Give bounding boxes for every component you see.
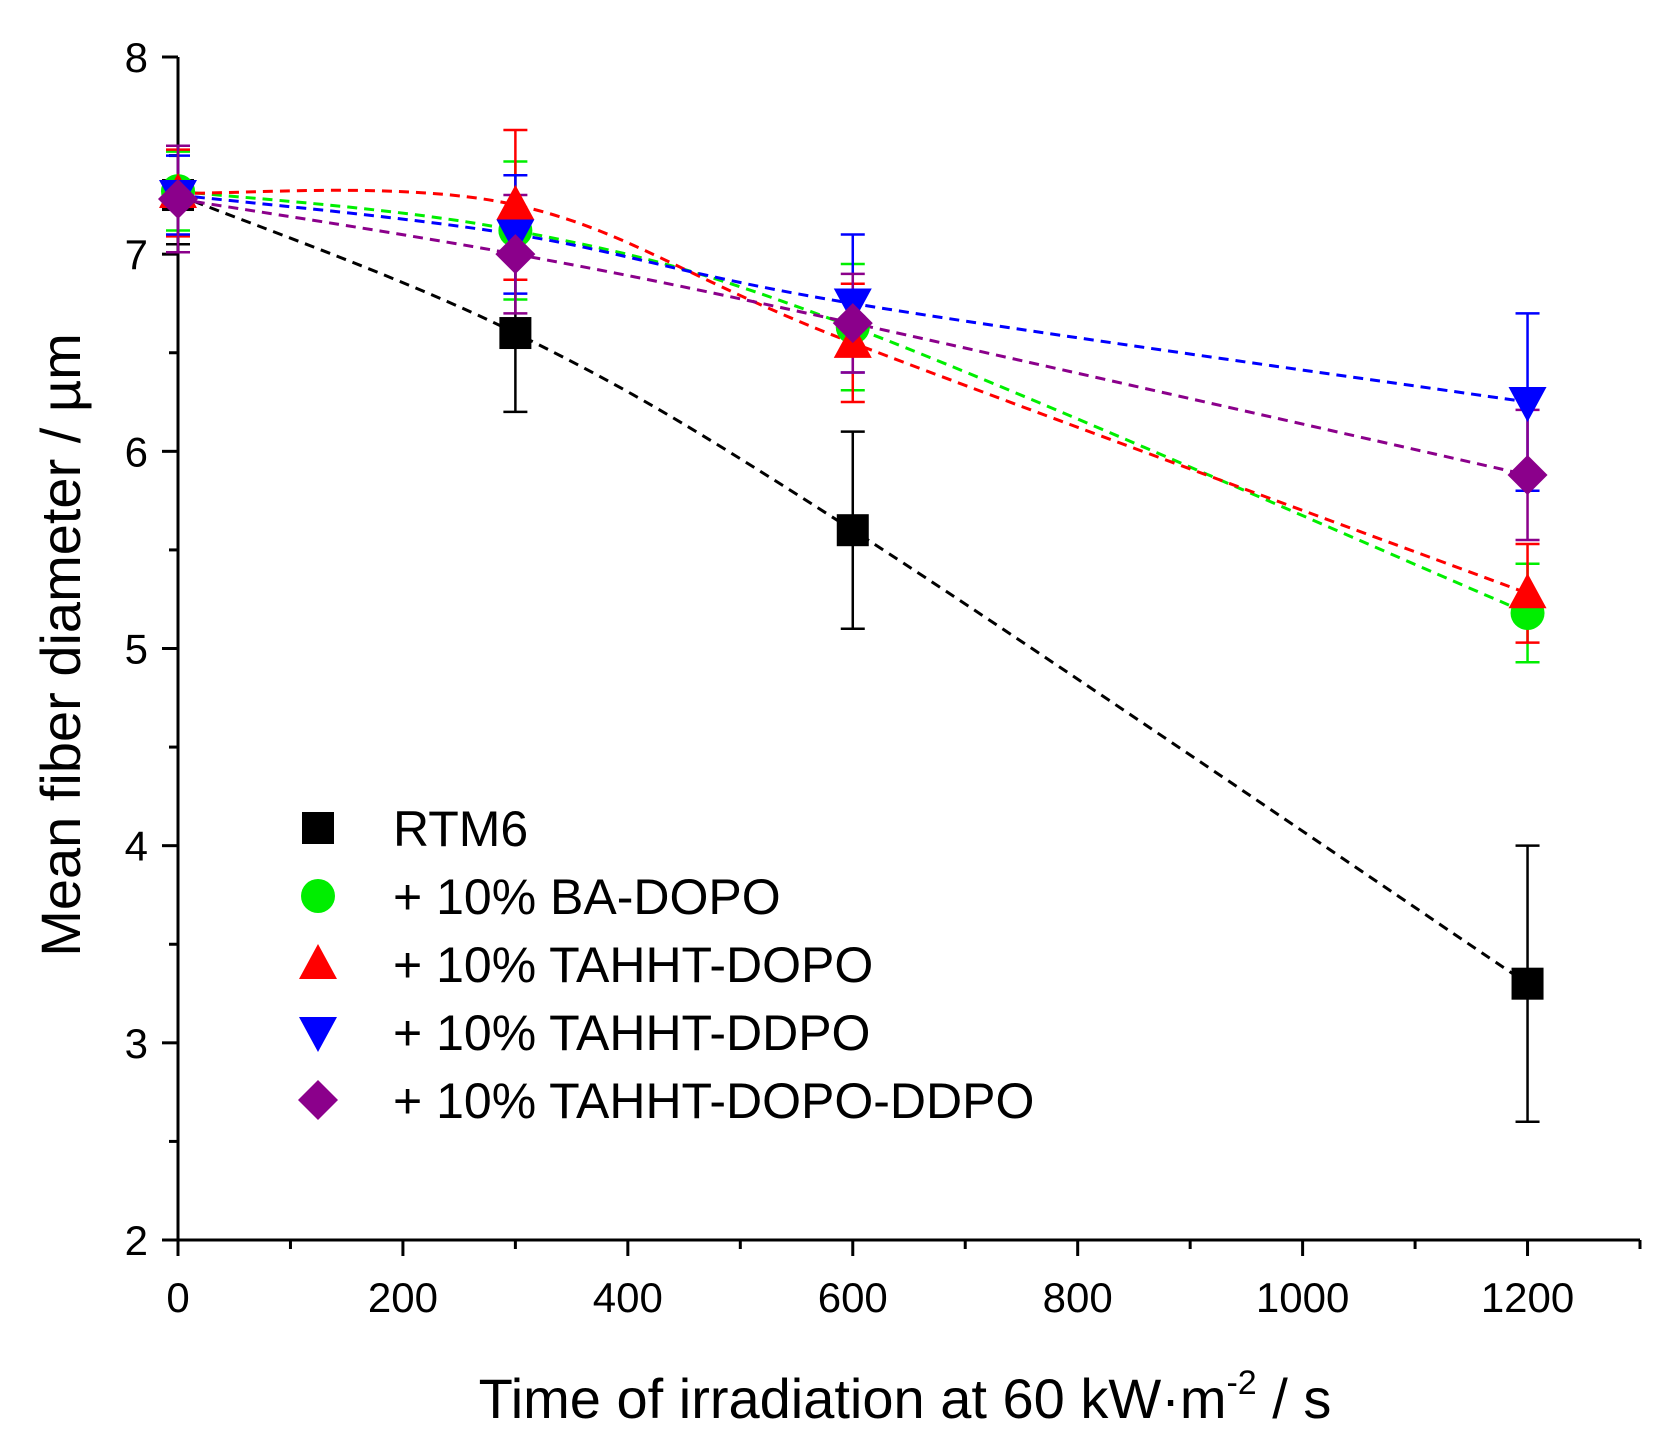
legend: RTM6 + 10% BA-DOPO + 10% TAHHT-DOPO + 10% T… bbox=[298, 801, 1034, 1129]
y-tick-label: 6 bbox=[125, 428, 148, 475]
legend-marker bbox=[299, 944, 337, 979]
trend-line bbox=[177, 193, 1529, 985]
x-tick-label: 1000 bbox=[1256, 1274, 1349, 1321]
legend-marker bbox=[302, 812, 334, 844]
x-tick-label: 0 bbox=[166, 1274, 189, 1321]
data-point bbox=[495, 234, 536, 275]
data-point bbox=[836, 514, 869, 547]
legend-marker bbox=[299, 1017, 337, 1052]
trend-line bbox=[177, 188, 1529, 595]
legend-marker bbox=[301, 879, 335, 913]
data-point bbox=[158, 178, 198, 219]
x-axis-title-superscript: -2 bbox=[1226, 1364, 1256, 1402]
y-axis-title: Mean fiber diameter / µm bbox=[29, 333, 92, 957]
trend-lines bbox=[177, 188, 1529, 985]
legend-item: + 10% BA-DOPO bbox=[301, 869, 781, 925]
y-tick-label: 7 bbox=[125, 231, 148, 278]
data-point bbox=[496, 184, 535, 220]
trend-line bbox=[177, 193, 1528, 404]
data-point bbox=[1507, 454, 1548, 495]
axes: 0 200 400 600 800 1000 1200 2 3 4 5 6 7 8 bbox=[125, 34, 1642, 1321]
legend-label: + 10% TAHHT-DOPO-DDPO bbox=[393, 1073, 1034, 1129]
legend-item: RTM6 bbox=[302, 801, 528, 857]
x-axis-title: Time of irradiation at 60 kW·m-2 / s bbox=[479, 1364, 1332, 1430]
x-axis-title-main: Time of irradiation at 60 kW·m bbox=[479, 1367, 1227, 1430]
y-tick-label: 2 bbox=[125, 1217, 148, 1264]
x-tick-label: 1200 bbox=[1481, 1274, 1574, 1321]
markers bbox=[158, 173, 1548, 1000]
x-axis-title-suffix: / s bbox=[1257, 1367, 1332, 1430]
data-point bbox=[1508, 387, 1547, 423]
x-tick-label: 400 bbox=[593, 1274, 663, 1321]
legend-marker bbox=[298, 1080, 338, 1120]
data-point bbox=[1508, 573, 1547, 609]
legend-label: + 10% TAHHT-DOPO bbox=[393, 937, 873, 993]
trend-line bbox=[177, 189, 1529, 615]
data-point bbox=[1511, 967, 1544, 1000]
y-tick-label: 3 bbox=[125, 1020, 148, 1067]
legend-label: + 10% TAHHT-DDPO bbox=[393, 1005, 870, 1061]
x-tick-label: 200 bbox=[368, 1274, 438, 1321]
legend-label: + 10% BA-DOPO bbox=[393, 869, 781, 925]
legend-item: + 10% TAHHT-DOPO-DDPO bbox=[298, 1073, 1034, 1129]
y-tick-label: 4 bbox=[125, 823, 148, 870]
x-tick-label: 600 bbox=[818, 1274, 888, 1321]
y-tick-label: 5 bbox=[125, 626, 148, 673]
legend-label: RTM6 bbox=[393, 801, 528, 857]
legend-item: + 10% TAHHT-DDPO bbox=[299, 1005, 870, 1061]
y-tick-label: 8 bbox=[125, 34, 148, 81]
x-tick-label: 800 bbox=[1043, 1274, 1113, 1321]
legend-item: + 10% TAHHT-DOPO bbox=[299, 937, 873, 993]
data-point bbox=[499, 317, 532, 350]
trend-line bbox=[177, 197, 1528, 477]
data-point bbox=[832, 303, 873, 344]
